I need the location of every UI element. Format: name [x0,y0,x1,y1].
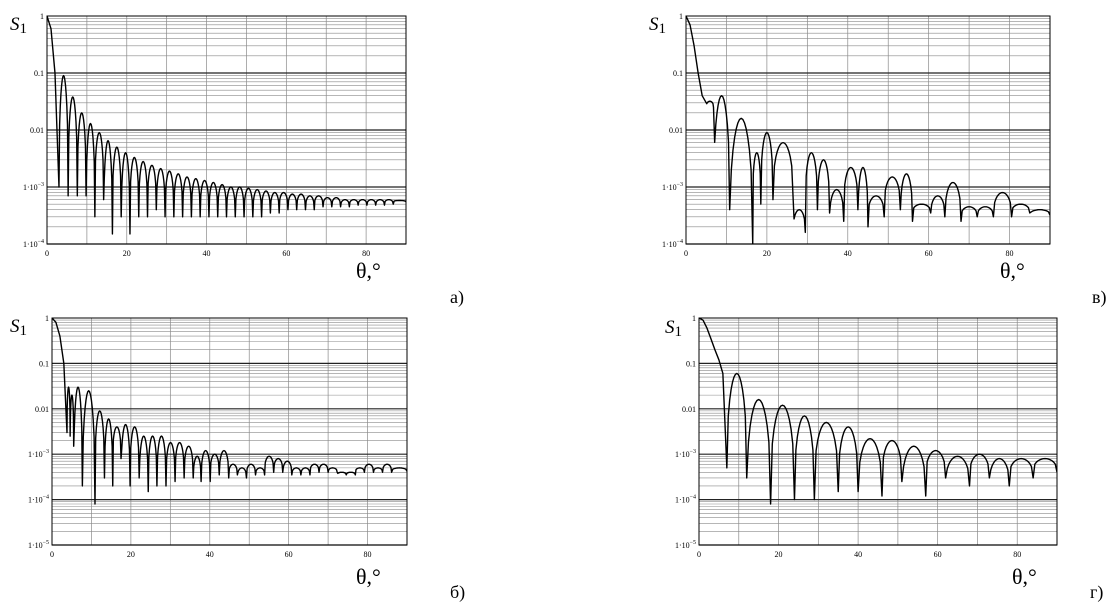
plot-frame [685,15,1051,245]
y-tick-label: 0.1 [39,359,49,368]
panel-label: б) [450,582,465,603]
y-tick-base: 1·10 [23,240,38,249]
y-tick-label: 0.1 [34,69,44,78]
y-axis-label-main: S [10,14,20,35]
y-axis-label-main: S [649,14,659,35]
panel-label: г) [1090,582,1103,603]
y-tick-exponent: −5 [690,540,696,546]
y-tick-label: 1 [45,314,49,323]
x-tick-label: 80 [1013,550,1021,559]
y-tick-label: 1·10−3 [662,182,683,192]
y-tick-exponent: −5 [43,540,49,546]
y-axis-label-subscript: 1 [659,21,667,37]
x-tick-label: 0 [697,550,701,559]
x-tick-label: 20 [763,249,771,258]
x-axis-label: θ,° [356,564,381,589]
y-tick-label: 1·10−4 [675,495,696,505]
y-axis-label: S1 [665,317,682,340]
series-line [699,317,1057,505]
y-axis-label: S1 [10,316,27,339]
y-tick-base: 1·10 [675,541,690,550]
y-tick-base: 1·10 [675,496,690,505]
x-tick-label: 80 [1006,249,1014,258]
plot-frame [698,317,1058,546]
y-tick-exponent: −4 [43,495,49,501]
x-axis-label: θ,° [1000,258,1025,283]
x-tick-label: 20 [775,550,783,559]
y-tick-label: 1·10−5 [675,540,696,550]
y-tick-base: 1·10 [28,450,43,459]
y-tick-exponent: −3 [677,182,683,188]
x-tick-label: 80 [362,249,370,258]
y-axis-label-subscript: 1 [20,21,28,37]
x-tick-label: 40 [203,249,211,258]
y-tick-label: 1·10−3 [28,449,49,459]
x-tick-label: 40 [844,249,852,258]
y-tick-exponent: −4 [690,495,696,501]
plot-frame [46,15,407,245]
y-tick-label: 1 [679,12,683,21]
chart-panel-b: 0 20 40 60 8010.10.011·10−31·10−41·10−5S1θ,°… [10,314,465,603]
x-tick-label: 60 [925,249,933,258]
y-axis-label: S1 [10,14,27,37]
y-tick-label: 0.01 [682,405,696,414]
y-tick-base: 1·10 [662,183,677,192]
x-tick-label: 40 [854,550,862,559]
y-tick-label: 1·10−4 [662,239,683,249]
chart-panel-g: 0 20 40 60 8010.10.011·10−31·10−41·10−5S1θ,°… [665,314,1103,603]
y-tick-label: 1·10−3 [23,182,44,192]
panel-label: а) [450,287,464,308]
y-tick-label: 1·10−3 [675,449,696,459]
y-tick-base: 1·10 [28,541,43,550]
y-axis-label-subscript: 1 [20,323,28,339]
y-tick-base: 1·10 [662,240,677,249]
x-tick-label: 0 [684,249,688,258]
y-tick-label: 1 [40,12,44,21]
y-tick-label: 0.1 [686,359,696,368]
y-tick-base: 1·10 [675,450,690,459]
x-tick-label: 40 [206,550,214,559]
y-tick-label: 1 [692,314,696,323]
y-tick-base: 1·10 [28,496,43,505]
y-axis-label-subscript: 1 [675,324,683,340]
y-tick-label: 0.1 [673,69,683,78]
series-line [52,317,407,505]
y-tick-label: 1·10−4 [23,239,44,249]
y-tick-base: 1·10 [23,183,38,192]
x-tick-label: 60 [934,550,942,559]
x-tick-label: 80 [364,550,372,559]
y-tick-exponent: −4 [677,239,683,245]
y-axis-label-main: S [665,317,675,338]
y-tick-exponent: −4 [38,239,44,245]
x-tick-label: 60 [282,249,290,258]
y-axis-label: S1 [649,14,666,37]
y-tick-label: 1·10−4 [28,495,49,505]
y-tick-label: 0.01 [30,126,44,135]
y-tick-label: 0.01 [669,126,683,135]
series-line [47,15,406,235]
plot-frame [51,317,408,546]
series-line [686,15,1050,244]
y-tick-exponent: −3 [43,449,49,455]
y-tick-label: 1·10−5 [28,540,49,550]
x-tick-label: 0 [45,249,49,258]
y-axis-label-main: S [10,316,20,337]
x-tick-label: 20 [123,249,131,258]
x-tick-label: 20 [127,550,135,559]
y-tick-exponent: −3 [690,449,696,455]
panel-label: в) [1092,287,1107,308]
x-axis-label: θ,° [1012,564,1037,589]
y-tick-exponent: −3 [38,182,44,188]
y-tick-label: 0.01 [35,405,49,414]
x-axis-label: θ,° [356,258,381,283]
x-tick-label: 0 [50,550,54,559]
x-tick-label: 60 [285,550,293,559]
